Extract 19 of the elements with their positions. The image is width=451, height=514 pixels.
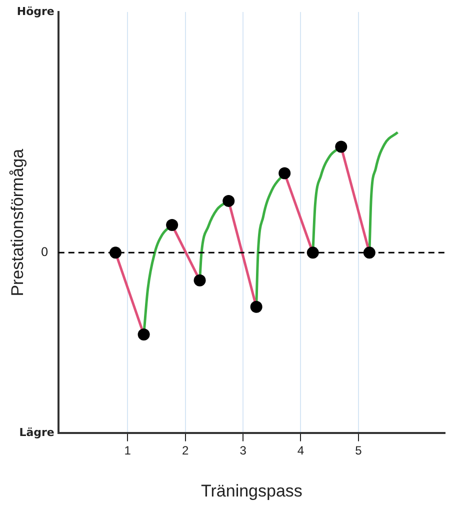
point — [335, 140, 348, 153]
text: Lägre — [19, 426, 54, 440]
point — [166, 219, 178, 232]
x-axis-title: Träningspass — [200, 481, 302, 500]
point — [363, 246, 376, 259]
x-tick-label: 5 — [355, 444, 362, 458]
point — [222, 194, 235, 207]
x-tick-label: 3 — [240, 444, 247, 458]
point — [306, 246, 319, 259]
point — [250, 300, 262, 313]
text: Högre — [16, 4, 54, 18]
ref-line-label: 0 — [40, 244, 48, 259]
x-tick-label: 1 — [124, 444, 132, 458]
x-tick-label: 2 — [182, 444, 189, 458]
point — [278, 167, 291, 180]
point — [194, 274, 206, 286]
y-axis-title: Prestationsförmåga — [8, 148, 27, 296]
x-tick-label: 4 — [297, 444, 304, 458]
point — [138, 328, 150, 341]
